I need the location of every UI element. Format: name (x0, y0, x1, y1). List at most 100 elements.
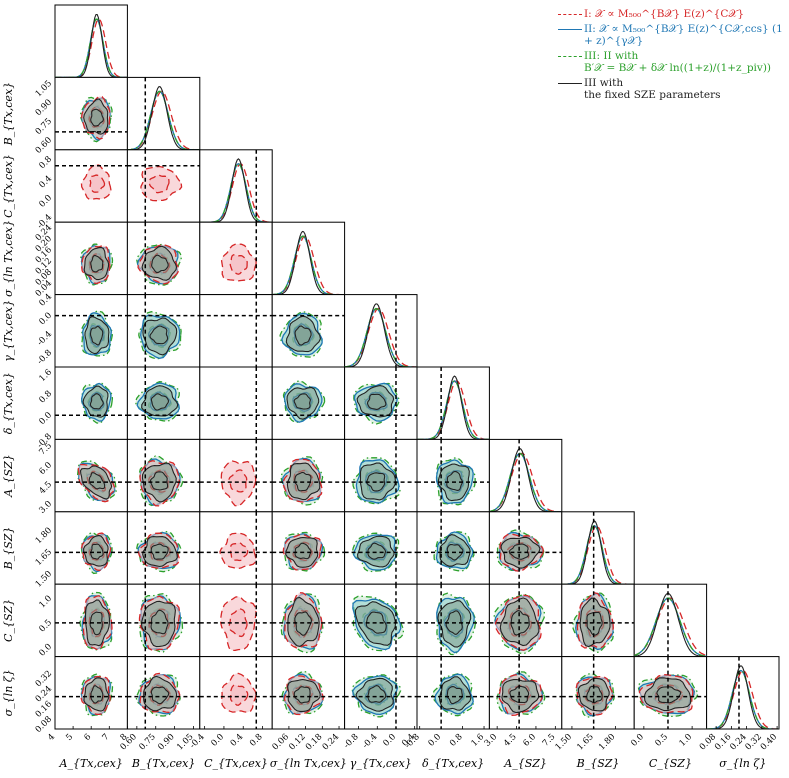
legend-label-II: II: 𝒳 ∝ M₅₀₀^{B𝒳} E(z)^{C𝒳,ccs} (1 + z)^… (584, 23, 783, 47)
contour-68-IV (366, 393, 387, 410)
y-axis-label-gam_Tx: γ_{Tx,cex} (2, 300, 15, 362)
panel-B_SZ-B_Tx (126, 511, 201, 585)
x-tick-label-del_Tx-1: 0.0 (427, 732, 444, 749)
x-axis-label-B_SZ: B_{SZ} (576, 757, 620, 770)
panel-content (55, 310, 128, 357)
panel-content (127, 584, 200, 657)
x-axis-label-A_Tx: A_{Tx,cex} (59, 757, 123, 770)
contour-68-IV (293, 686, 311, 704)
y-tick-label-del_Tx-3: 1.6 (37, 367, 54, 384)
panel-B_SZ-sig_Tx (271, 511, 346, 585)
y-axis-label-sig_SZ: σ_{ln ζ} (2, 669, 15, 716)
y-axis-label-A_SZ: A_{SZ} (2, 454, 15, 498)
panel-content (127, 656, 200, 729)
y-tick-label-del_Tx-2: 0.8 (37, 389, 54, 406)
x-tick-label-A_Tx-3: 7 (101, 732, 112, 743)
panel-sig_SZ-B_Tx (126, 656, 201, 730)
panel-C_SZ-del_Tx (416, 583, 490, 658)
x-tick-label-C_Tx-2: 0.4 (229, 732, 246, 749)
panel-content (199, 511, 273, 585)
panel-content (272, 380, 345, 423)
panel-B_SZ-del_Tx (416, 511, 490, 585)
contour-68-I (89, 174, 106, 193)
panel-C_Tx-C_Tx (199, 149, 273, 223)
x-tick-label-sig_Tx-2: 0.18 (304, 732, 324, 752)
panel-sig_SZ-C_Tx (199, 656, 273, 730)
panel-sig_Tx-B_Tx (126, 221, 201, 296)
panel-content (55, 673, 128, 717)
panel-content (561, 584, 635, 657)
legend-swatch-I (556, 8, 584, 20)
panel-content (489, 656, 562, 729)
x-tick-label-A_Tx-0: 4 (46, 732, 57, 743)
contour-68-IV (586, 685, 603, 704)
panel-sig_SZ-del_Tx (416, 656, 490, 730)
panel-A_SZ-sig_Tx (271, 438, 346, 513)
panel-C_SZ-A_SZ (488, 583, 563, 658)
panel-content (272, 531, 345, 572)
panel-sig_SZ-sig_SZ (706, 656, 780, 730)
legend-label-III: III: II with B′𝒳 = B𝒳 + δ𝒳 ln((1+z)/(1+z… (584, 50, 772, 74)
x-tick-label-B_SZ-2: 1.80 (597, 732, 617, 752)
x-axis-label-gam_Tx: γ_{Tx,cex} (350, 757, 412, 770)
panel-content (80, 243, 114, 286)
y-tick-label-del_Tx-1: 0.0 (37, 410, 54, 427)
panel-content (55, 163, 128, 201)
contour-68-IV (586, 611, 603, 636)
legend: I: 𝒳 ∝ M₅₀₀^{B𝒳} E(z)^{C𝒳} II: 𝒳 ∝ M₅₀₀^… (556, 8, 786, 104)
y-axis-label-del_Tx: δ_{Tx,cex} (2, 372, 15, 434)
x-tick-label-B_Tx-1: 0.75 (137, 732, 157, 752)
legend-entry-IV: III with the fixed SZE parameters (556, 77, 786, 101)
contour-68-IV (150, 393, 169, 411)
x-tick-label-B_Tx-2: 0.90 (156, 732, 176, 752)
panel-content (127, 439, 200, 512)
y-tick-label-B_Tx-0: 0.60 (34, 135, 54, 155)
panel-content (561, 656, 635, 729)
x-tick-label-C_SZ-0: 0.0 (629, 732, 646, 749)
panel-content (199, 439, 273, 512)
panel-content (344, 584, 417, 657)
panel-A_SZ-A_Tx (54, 438, 128, 513)
panel-del_Tx-del_Tx (416, 366, 490, 440)
legend-swatch-II (556, 23, 584, 35)
panel-frame (416, 366, 490, 440)
legend-label-IV: III with the fixed SZE parameters (584, 77, 721, 101)
panel-content (55, 591, 128, 651)
y-tick-label-B_SZ-2: 1.80 (34, 526, 54, 546)
panel-C_SZ-sig_Tx (271, 583, 346, 658)
panel-C_SZ-gam_Tx (344, 583, 418, 658)
contour-68-IV (90, 685, 104, 704)
panel-content (634, 656, 707, 729)
panel-content (344, 656, 417, 729)
panel-gam_Tx-C_Tx (199, 294, 273, 368)
contour-68-IV (89, 325, 104, 346)
panel-A_SZ-B_Tx (126, 438, 201, 513)
y-tick-label-sig_SZ-0: 0.08 (34, 715, 54, 735)
panel-content (127, 367, 200, 440)
panel-sig_Tx-A_Tx (54, 221, 128, 296)
x-tick-label-A_SZ-0: 3.0 (483, 732, 500, 749)
panel-B_SZ-A_Tx (54, 511, 128, 585)
panel-del_Tx-C_Tx (199, 366, 273, 440)
panel-content (706, 656, 779, 729)
panel-sig_SZ-A_Tx (54, 656, 128, 730)
x-tick-label-A_Tx-2: 6 (82, 732, 93, 743)
contour-68-I (229, 254, 248, 275)
y-tick-label-C_SZ-0: 0.0 (37, 642, 54, 659)
y-tick-label-B_Tx-1: 0.75 (34, 117, 54, 137)
panel-C_SZ-A_Tx (54, 583, 128, 658)
x-axis-label-C_Tx: C_{Tx,cex} (204, 757, 268, 770)
x-tick-label-sig_Tx-1: 0.12 (287, 732, 307, 752)
panel-content (272, 456, 345, 506)
panel-content (417, 656, 490, 729)
y-axis-label-B_SZ: B_{SZ} (2, 527, 15, 571)
panel-content (220, 222, 258, 295)
marginal-IV (272, 230, 345, 295)
y-tick-label-gam_Tx-1: -0.4 (35, 329, 54, 348)
x-tick-label-gam_Tx-2: 0.0 (381, 732, 398, 749)
panel-content (55, 532, 128, 575)
x-axis-label-C_SZ: C_{SZ} (649, 757, 692, 770)
panel-content (272, 670, 345, 716)
panel-content (417, 439, 490, 512)
panel-sig_Tx-C_Tx (199, 221, 273, 296)
